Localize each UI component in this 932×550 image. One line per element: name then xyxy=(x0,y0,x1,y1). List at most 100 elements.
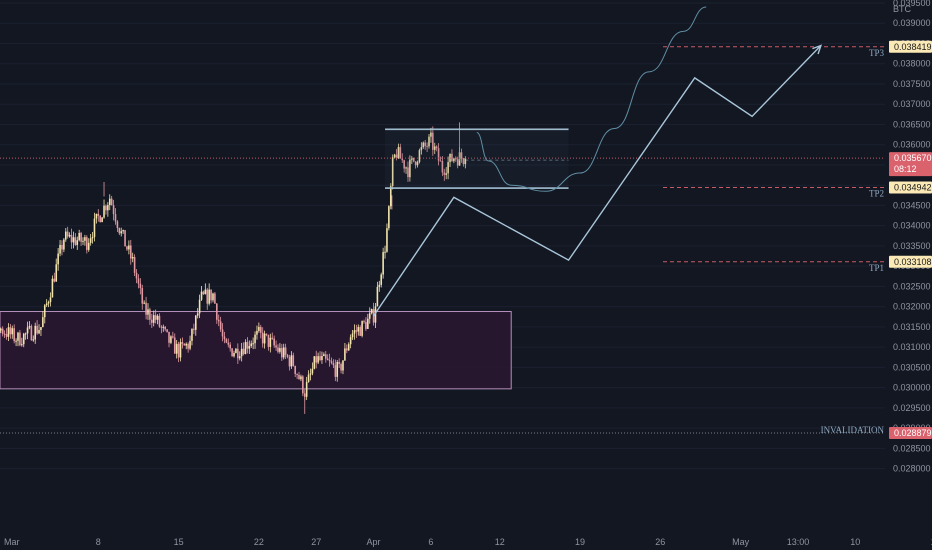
candle xyxy=(7,323,10,341)
candle-body xyxy=(120,231,123,234)
candle-body xyxy=(338,361,340,364)
candle xyxy=(15,338,17,347)
candle-body xyxy=(26,327,29,334)
price-axis[interactable]: 0.0395000.0390000.0385000.0380000.037500… xyxy=(889,0,932,474)
level-price-tag[interactable]: 0.028879 xyxy=(889,427,932,440)
candle-body xyxy=(217,319,220,322)
candle xyxy=(76,236,79,250)
candle-body xyxy=(70,235,73,243)
price-tick-label: 0.030500 xyxy=(893,362,931,372)
channel-fill xyxy=(385,129,569,189)
projection-path[interactable] xyxy=(372,45,822,317)
candle xyxy=(126,245,128,251)
candle xyxy=(462,157,465,167)
candle-body xyxy=(384,251,386,253)
level-price-tag[interactable]: 0.033108 xyxy=(889,255,932,268)
candle xyxy=(181,337,184,349)
alternative-path-curve[interactable] xyxy=(476,6,707,192)
candle-body xyxy=(330,361,333,363)
candle-body xyxy=(66,231,69,237)
candle xyxy=(294,365,296,378)
price-tick-label: 0.034500 xyxy=(893,200,931,210)
candle xyxy=(97,209,100,222)
candle xyxy=(193,323,195,335)
candle xyxy=(208,283,210,306)
level-price-tag[interactable]: 0.034942 xyxy=(889,181,932,194)
candle xyxy=(456,156,459,169)
candle-body xyxy=(323,354,325,357)
candle-body xyxy=(110,198,113,206)
candle xyxy=(441,156,444,177)
candle xyxy=(214,292,216,304)
candle xyxy=(175,340,178,359)
candle xyxy=(453,157,455,164)
level-price-tag-value: 0.034942 xyxy=(894,183,932,193)
level-price-tag[interactable]: 0.038419 xyxy=(889,40,932,53)
current-price-tag-bg xyxy=(889,152,932,177)
candle xyxy=(363,319,365,324)
candle-body xyxy=(388,206,390,229)
range-box[interactable] xyxy=(0,311,512,390)
range-rectangle[interactable] xyxy=(0,311,512,390)
candle xyxy=(332,359,335,369)
candle-body xyxy=(151,319,153,323)
candle-body xyxy=(351,333,354,338)
candle xyxy=(298,371,300,380)
price-tick-label: 0.028000 xyxy=(893,464,931,474)
candle xyxy=(151,313,153,329)
time-tick-label: 22 xyxy=(254,537,264,547)
candle-body xyxy=(118,228,121,234)
time-axis[interactable]: Mar 8 15 22 27 Apr 6 12 19 26 May 13:00 10 17 xyxy=(4,537,932,547)
candle xyxy=(219,316,222,332)
candle xyxy=(248,340,251,354)
candle-body xyxy=(357,327,360,332)
time-tick-label: Mar xyxy=(4,537,20,547)
price-tick-label: 0.028500 xyxy=(893,443,931,453)
candle xyxy=(72,231,75,249)
candle-body xyxy=(328,360,331,362)
candle-body xyxy=(286,354,289,358)
candle-body xyxy=(105,205,107,211)
candle xyxy=(95,213,98,224)
candle-body xyxy=(124,230,126,247)
candle xyxy=(407,161,409,182)
candle xyxy=(84,234,86,246)
candle xyxy=(22,332,25,348)
candle xyxy=(156,314,159,325)
candle xyxy=(74,233,77,246)
candle xyxy=(235,347,237,354)
candle-body xyxy=(53,278,56,282)
candle-body xyxy=(441,161,444,173)
candle-body xyxy=(334,365,337,377)
candle-body xyxy=(17,332,19,341)
candle-body xyxy=(346,348,348,351)
candle xyxy=(189,335,191,351)
price-tick-label: 0.032500 xyxy=(893,281,931,291)
candle xyxy=(263,330,266,349)
candle-body xyxy=(233,352,235,357)
drawings[interactable] xyxy=(372,6,823,317)
candle-body xyxy=(129,245,132,259)
candle xyxy=(426,142,428,152)
candle xyxy=(237,343,239,364)
candle xyxy=(391,154,394,190)
candle-body xyxy=(349,337,352,345)
candle xyxy=(454,156,457,162)
candle xyxy=(118,227,121,236)
candle-body xyxy=(175,343,178,354)
candle-body xyxy=(246,342,249,349)
candle-body xyxy=(259,326,262,333)
candle-body xyxy=(57,253,59,265)
candle-body xyxy=(68,235,71,237)
candle-body xyxy=(91,236,94,239)
candle xyxy=(1,326,4,337)
price-tick-label: 0.031000 xyxy=(893,342,931,352)
candle xyxy=(38,324,40,335)
candle xyxy=(277,344,279,354)
candle xyxy=(460,148,463,163)
candle xyxy=(82,237,84,246)
candle xyxy=(24,332,27,340)
candle-body xyxy=(244,342,247,355)
